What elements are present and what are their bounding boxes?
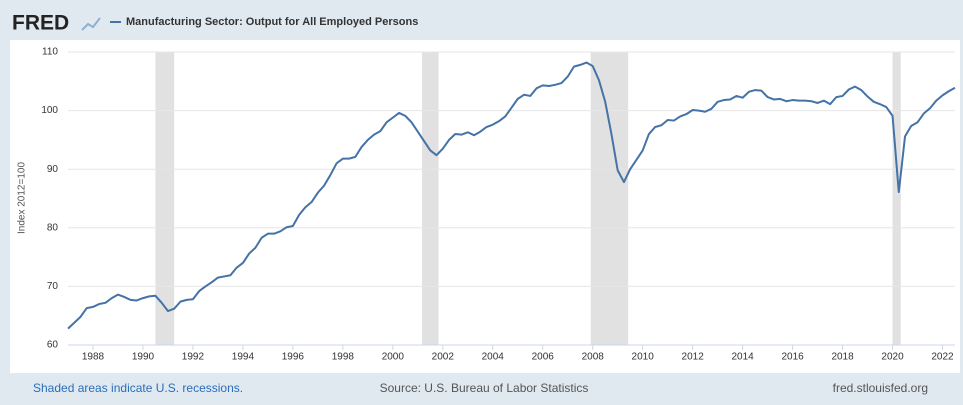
x-tick-label: 1990 bbox=[132, 352, 155, 363]
site[interactable]: fred.stlouisfed.org bbox=[833, 381, 928, 395]
logo[interactable]: FRED bbox=[12, 12, 69, 35]
legend-label: Manufacturing Sector: Output for All Emp… bbox=[126, 16, 418, 28]
recession-band bbox=[155, 52, 175, 345]
y-tick-label: 70 bbox=[47, 281, 59, 292]
x-tick-label: 2022 bbox=[931, 352, 954, 363]
source: Source: U.S. Bureau of Labor Statistics bbox=[380, 381, 589, 395]
x-tick-label: 1998 bbox=[332, 352, 355, 363]
recession-note[interactable]: Shaded areas indicate U.S. recessions. bbox=[33, 381, 243, 395]
y-tick-label: 60 bbox=[47, 340, 59, 351]
logo-icon bbox=[81, 17, 101, 31]
recession-band bbox=[892, 52, 901, 345]
y-tick-label: 80 bbox=[47, 222, 59, 233]
chart-panel bbox=[10, 40, 960, 373]
series-line bbox=[67, 61, 956, 330]
x-tick-label: 2018 bbox=[831, 352, 854, 363]
x-tick-label: 2004 bbox=[482, 352, 505, 363]
x-tick-label: 2020 bbox=[881, 352, 904, 363]
x-tick-label: 1992 bbox=[182, 352, 205, 363]
recession-band bbox=[422, 52, 439, 345]
x-tick-label: 2002 bbox=[432, 352, 455, 363]
y-tick-label: 90 bbox=[47, 164, 59, 175]
y-tick-label: 110 bbox=[42, 47, 58, 58]
x-tick-label: 2014 bbox=[731, 352, 754, 363]
x-tick-label: 2010 bbox=[632, 352, 655, 363]
recession-band bbox=[590, 52, 629, 345]
x-tick-label: 2012 bbox=[682, 352, 705, 363]
x-tick-label: 2006 bbox=[532, 352, 555, 363]
x-tick-label: 2008 bbox=[582, 352, 605, 363]
y-axis-label: Index 2012=100 bbox=[17, 162, 28, 234]
x-tick-label: 2016 bbox=[781, 352, 804, 363]
x-tick-label: 2000 bbox=[382, 352, 405, 363]
x-tick-label: 1994 bbox=[232, 352, 255, 363]
x-tick-label: 1996 bbox=[282, 352, 305, 363]
y-tick-label: 100 bbox=[41, 105, 58, 116]
x-tick-label: 1988 bbox=[82, 352, 105, 363]
